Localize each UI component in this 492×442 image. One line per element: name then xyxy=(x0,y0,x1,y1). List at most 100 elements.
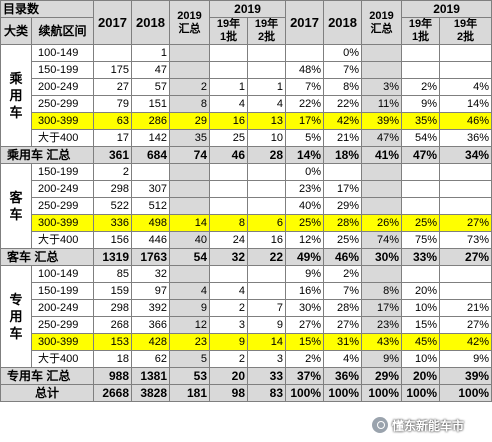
total-count: 2668 xyxy=(93,384,133,402)
percent-cell: 43% xyxy=(361,333,403,351)
category-char: 车 xyxy=(9,326,23,341)
watermark-text: 懂东新能车市 xyxy=(392,418,465,433)
count-cell: 6 xyxy=(247,214,287,232)
subtotal-row: 专用车 汇总 988 1381 53 20 33 37% 36% 29% 20% 39% xyxy=(0,367,492,385)
percent-cell: 7% xyxy=(323,282,363,300)
table-row: 150-199 159 97 4 4 16% 7% 8% 20% xyxy=(1,282,492,300)
percent-cell xyxy=(361,197,403,215)
percent-cell: 17% xyxy=(285,112,325,130)
subtotal-percent: 37% xyxy=(285,367,325,385)
table-row: 客车 150-199 2 0% xyxy=(0,163,492,249)
range-cell: 大于400 xyxy=(30,129,95,147)
pct-batch1-header: 19年 1批 xyxy=(401,17,441,45)
subtotal-count: 361 xyxy=(93,146,133,164)
percent-cell: 5% xyxy=(285,129,325,147)
catalog-header: 目录数 xyxy=(0,0,95,18)
count-cell: 32 xyxy=(131,265,171,283)
percent-cell: 7% xyxy=(285,78,325,96)
subtotal-percent: 34% xyxy=(439,146,492,164)
range-cell: 200-249 xyxy=(30,180,95,198)
count-cell: 18 xyxy=(93,350,133,368)
count-cell xyxy=(131,163,171,181)
total-label: 总计 xyxy=(0,384,95,402)
pct-batch2-line2: 2批 xyxy=(456,31,475,43)
year-2019-header: 2019 xyxy=(209,0,287,18)
count-cell: 97 xyxy=(131,282,171,300)
percent-cell xyxy=(361,180,403,198)
percent-cell: 47% xyxy=(361,129,403,147)
range-cell: 100-149 xyxy=(30,265,95,283)
percent-cell: 46% xyxy=(439,112,492,130)
count-cell: 4 xyxy=(247,95,287,113)
count-cell xyxy=(169,180,211,198)
percent-cell: 8% xyxy=(361,282,403,300)
percent-cell: 28% xyxy=(323,299,363,317)
count-cell: 12 xyxy=(169,316,211,334)
range-cell: 250-299 xyxy=(30,95,95,113)
percent-cell: 14% xyxy=(439,95,492,113)
percent-cell: 2% xyxy=(285,350,325,368)
range-cell: 150-199 xyxy=(30,61,95,79)
subtotal-percent: 29% xyxy=(361,367,403,385)
total-percent: 100% xyxy=(401,384,441,402)
percent-cell: 4% xyxy=(439,78,492,96)
count-cell: 57 xyxy=(131,78,171,96)
batch2-line2: 2批 xyxy=(257,31,276,43)
table-row: 250-299 522 512 40% 29% xyxy=(1,197,492,215)
percent-cell: 73% xyxy=(439,231,492,249)
count-cell: 47 xyxy=(131,61,171,79)
range-header: 续航区间 xyxy=(30,17,95,45)
count-cell: 5 xyxy=(169,350,211,368)
subtotal-percent: 30% xyxy=(361,248,403,266)
count-cell: 4 xyxy=(209,282,249,300)
range-cell: 100-149 xyxy=(30,44,95,62)
header-row-1: 目录数 2017 2018 2019 汇总 2019 2017 2018 2019… xyxy=(0,0,492,45)
count-cell: 286 xyxy=(131,112,171,130)
subtotal-percent: 47% xyxy=(401,146,441,164)
count-cell: 298 xyxy=(93,180,133,198)
range-cell: 300-399 xyxy=(30,333,95,351)
count-cell xyxy=(247,61,287,79)
year-2017-header: 2017 xyxy=(93,0,133,45)
percent-cell: 31% xyxy=(323,333,363,351)
range-cell: 150-199 xyxy=(30,282,95,300)
total-count: 3828 xyxy=(131,384,171,402)
count-cell: 175 xyxy=(93,61,133,79)
subtotal-count: 22 xyxy=(247,248,287,266)
category-char: 用 xyxy=(9,309,23,324)
table-row: 大于400 18 62 5 2 3 2% 4% 9% 10% 9% xyxy=(1,350,492,368)
count-cell xyxy=(247,265,287,283)
percent-cell: 26% xyxy=(361,214,403,232)
percent-cell xyxy=(439,61,492,79)
table-row: 大于400 17 142 35 25 10 5% 21% 47% 54% 36% xyxy=(1,129,492,147)
count-cell: 498 xyxy=(131,214,171,232)
range-cell: 300-399 xyxy=(30,214,95,232)
subtotal-count: 1763 xyxy=(131,248,171,266)
percent-cell: 45% xyxy=(401,333,441,351)
subtotal-count: 54 xyxy=(169,248,211,266)
pct-2019-header: 2019 xyxy=(401,0,492,18)
subtotal-percent: 14% xyxy=(285,146,325,164)
category-char: 乘 xyxy=(9,71,23,86)
percent-cell: 42% xyxy=(323,112,363,130)
count-cell: 1 xyxy=(247,78,287,96)
subtotal-percent: 36% xyxy=(323,367,363,385)
count-cell: 522 xyxy=(93,197,133,215)
count-cell xyxy=(247,163,287,181)
percent-cell: 9% xyxy=(401,95,441,113)
pct-2019-sum-header: 2019 汇总 xyxy=(361,0,403,45)
subtotal-label: 专用车 汇总 xyxy=(0,367,95,385)
count-cell: 2 xyxy=(169,78,211,96)
range-cell: 250-299 xyxy=(30,197,95,215)
count-cell: 446 xyxy=(131,231,171,249)
count-cell: 79 xyxy=(93,95,133,113)
percent-cell xyxy=(401,180,441,198)
count-cell: 10 xyxy=(247,129,287,147)
count-cell xyxy=(209,61,249,79)
subtotal-count: 33 xyxy=(247,367,287,385)
category-char: 客 xyxy=(9,190,23,205)
percent-cell: 25% xyxy=(285,214,325,232)
count-cell xyxy=(209,197,249,215)
range-cell: 200-249 xyxy=(30,78,95,96)
percent-cell: 9% xyxy=(361,350,403,368)
